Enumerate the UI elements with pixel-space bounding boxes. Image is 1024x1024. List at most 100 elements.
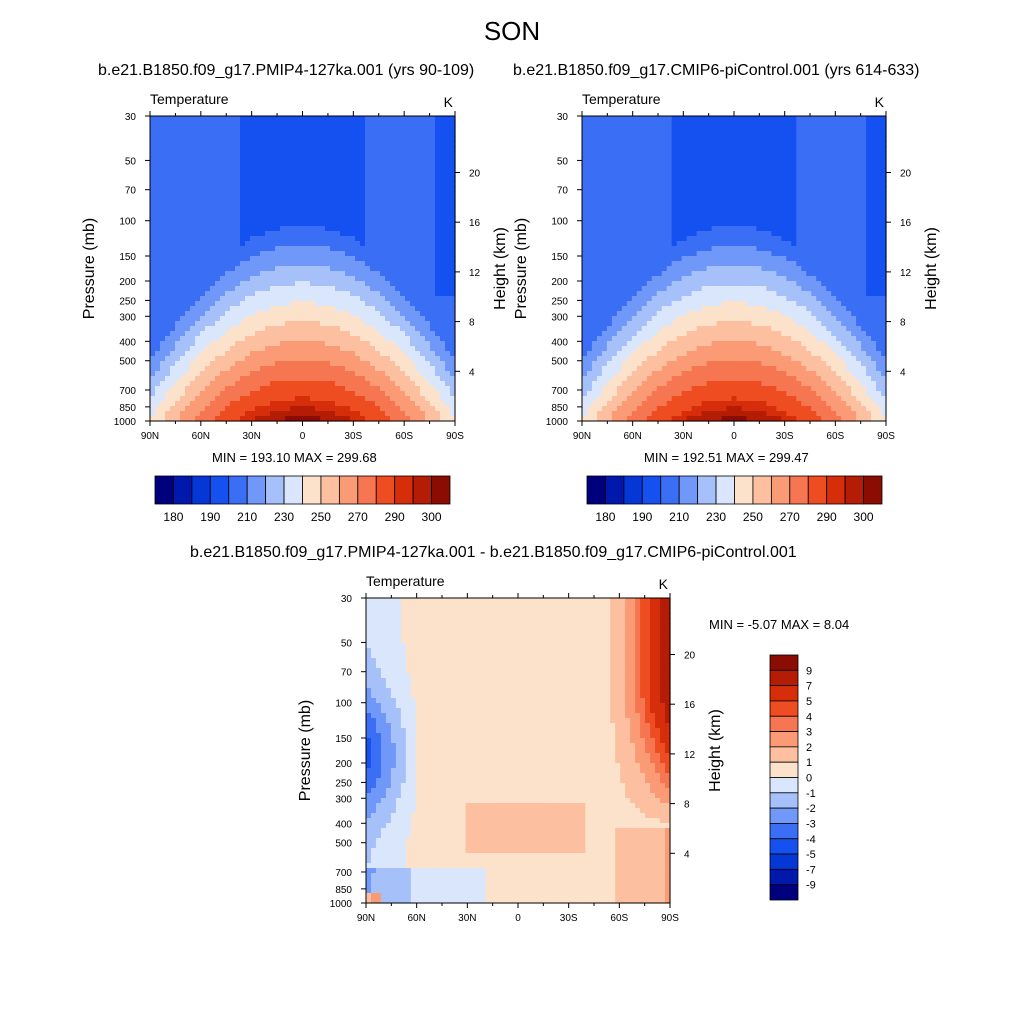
field-cell (440, 396, 446, 402)
field-cell (160, 146, 166, 152)
field-cell (295, 141, 301, 147)
field-cell (305, 301, 311, 307)
field-cell (200, 306, 206, 312)
field-cell (390, 366, 396, 372)
field-cell (641, 301, 648, 307)
field-cell (661, 261, 668, 267)
field-cell (150, 241, 156, 247)
field-cell (200, 171, 206, 177)
field-cell (275, 151, 281, 157)
field-cell (591, 206, 598, 212)
field-cell (275, 411, 281, 417)
field-cell (265, 226, 271, 232)
field-cell (430, 356, 436, 362)
field-cell (310, 281, 316, 287)
field-cell (410, 141, 416, 147)
field-cell (405, 156, 411, 162)
field-cell (325, 326, 331, 332)
field-cell (335, 381, 341, 387)
field-cell (631, 361, 638, 367)
field-cell (280, 406, 286, 412)
field-cell (661, 266, 668, 272)
field-cell (395, 241, 401, 247)
field-cell (330, 196, 336, 202)
field-cell (305, 361, 311, 367)
field-cell (646, 326, 653, 332)
field-cell (290, 141, 296, 147)
field-cell (175, 166, 181, 172)
field-cell (430, 361, 436, 367)
field-cell (310, 116, 316, 122)
field-cell (450, 406, 456, 412)
field-cell (160, 281, 166, 287)
field-cell (160, 401, 166, 407)
field-cell (295, 216, 301, 222)
field-cell (666, 386, 673, 392)
field-cell (310, 296, 316, 302)
field-cell (280, 286, 286, 292)
field-cell (666, 186, 673, 192)
field-cell (275, 186, 281, 192)
field-cell (616, 411, 623, 417)
field-cell (646, 391, 653, 397)
field-cell (315, 156, 321, 162)
field-cell (300, 161, 306, 167)
field-cell (275, 351, 281, 357)
field-cell (190, 181, 196, 187)
field-cell (390, 161, 396, 167)
field-cell (641, 361, 648, 367)
field-cell (390, 246, 396, 252)
field-cell (165, 201, 171, 207)
field-cell (355, 196, 361, 202)
field-cell (275, 121, 281, 127)
field-cell (375, 276, 381, 282)
field-cell (285, 391, 291, 397)
field-cell (320, 336, 326, 342)
field-cell (410, 191, 416, 197)
field-cell (435, 261, 441, 267)
field-cell (180, 161, 186, 167)
field-cell (390, 171, 396, 177)
field-cell (591, 351, 598, 357)
field-cell (220, 346, 226, 352)
field-cell (586, 141, 593, 147)
field-cell (671, 246, 678, 252)
field-cell (160, 331, 166, 337)
field-cell (190, 246, 196, 252)
field-cell (320, 416, 326, 422)
field-cell (395, 116, 401, 122)
field-cell (340, 376, 346, 382)
field-cell (350, 161, 356, 167)
field-cell (415, 216, 421, 222)
field-cell (215, 416, 221, 422)
field-cell (210, 256, 216, 262)
field-cell (370, 266, 376, 272)
field-cell (601, 391, 608, 397)
field-cell (335, 361, 341, 367)
field-cell (175, 311, 181, 317)
field-cell (430, 316, 436, 322)
field-cell (591, 251, 598, 257)
field-cell (340, 226, 346, 232)
field-cell (445, 361, 451, 367)
field-cell (385, 336, 391, 342)
field-cell (230, 236, 236, 242)
field-cell (155, 191, 161, 197)
field-cell (646, 201, 653, 207)
field-cell (350, 221, 356, 227)
field-cell (325, 306, 331, 312)
field-cell (310, 261, 316, 267)
field-cell (646, 331, 653, 337)
field-cell (380, 206, 386, 212)
field-cell (285, 311, 291, 317)
field-cell (415, 376, 421, 382)
field-cell (170, 141, 176, 147)
field-cell (335, 146, 341, 152)
field-cell (626, 416, 633, 422)
field-cell (385, 156, 391, 162)
field-cell (355, 231, 361, 237)
field-cell (636, 346, 643, 352)
field-cell (621, 256, 628, 262)
field-cell (601, 371, 608, 377)
field-cell (320, 346, 326, 352)
